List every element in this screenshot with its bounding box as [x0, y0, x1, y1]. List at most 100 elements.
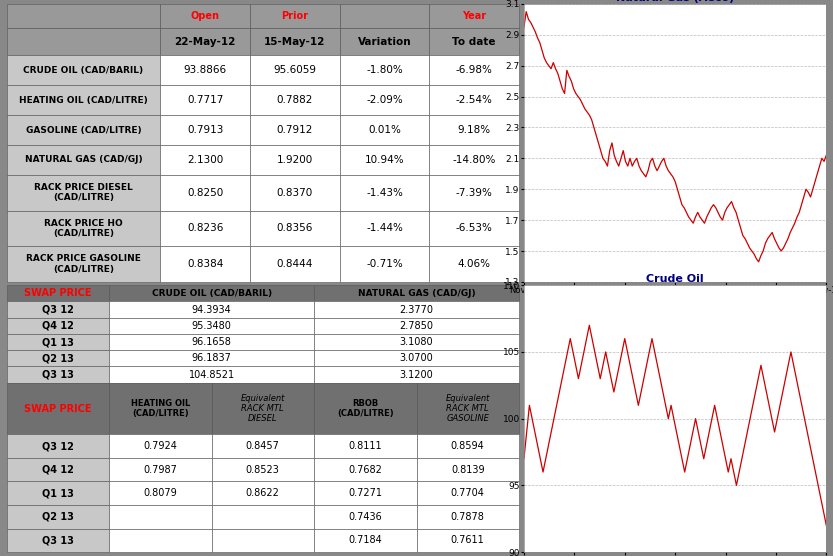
Text: 96.1658: 96.1658 — [192, 337, 232, 347]
Text: Q1 13: Q1 13 — [42, 337, 74, 347]
Bar — [7, 350, 109, 366]
Text: 0.8457: 0.8457 — [246, 441, 280, 451]
Title: Crude Oil: Crude Oil — [646, 275, 704, 285]
Text: Q3 12: Q3 12 — [42, 305, 74, 315]
Bar — [7, 434, 109, 458]
Text: -1.43%: -1.43% — [366, 188, 403, 198]
Text: 0.7987: 0.7987 — [143, 465, 177, 475]
Bar — [212, 458, 314, 481]
Bar — [7, 175, 160, 211]
Bar — [7, 55, 160, 85]
Bar — [314, 334, 519, 350]
Bar — [160, 4, 250, 28]
Text: Variation: Variation — [357, 37, 412, 47]
Text: Open: Open — [191, 11, 220, 21]
Bar — [250, 4, 340, 28]
Bar — [109, 458, 212, 481]
Text: RACK PRICE DIESEL
(CAD/LITRE): RACK PRICE DIESEL (CAD/LITRE) — [34, 183, 133, 202]
Text: 3.1080: 3.1080 — [400, 337, 433, 347]
Text: -7.39%: -7.39% — [456, 188, 492, 198]
Text: -1.44%: -1.44% — [366, 224, 403, 234]
Bar — [160, 211, 250, 246]
Bar — [250, 55, 340, 85]
Text: Year: Year — [462, 11, 486, 21]
Text: 0.7682: 0.7682 — [348, 465, 382, 475]
Bar — [7, 145, 160, 175]
Bar — [416, 383, 519, 434]
Text: 0.8622: 0.8622 — [246, 488, 280, 498]
Bar — [340, 115, 429, 145]
Text: 0.8111: 0.8111 — [348, 441, 382, 451]
Text: 3.0700: 3.0700 — [400, 353, 433, 363]
Text: 9.18%: 9.18% — [457, 125, 491, 135]
Text: Q3 13: Q3 13 — [42, 370, 74, 380]
Bar — [416, 458, 519, 481]
Text: 0.7271: 0.7271 — [348, 488, 382, 498]
Bar — [314, 317, 519, 334]
Text: Q3 13: Q3 13 — [42, 535, 74, 545]
Bar — [416, 529, 519, 552]
Bar — [250, 145, 340, 175]
Bar — [109, 529, 212, 552]
Bar — [7, 317, 109, 334]
Text: HEATING OIL (CAD/LITRE): HEATING OIL (CAD/LITRE) — [19, 96, 148, 105]
Bar — [429, 55, 519, 85]
Text: 0.8594: 0.8594 — [451, 441, 485, 451]
Bar — [340, 145, 429, 175]
Bar — [7, 211, 160, 246]
Bar — [7, 85, 160, 115]
Text: 10.94%: 10.94% — [365, 155, 404, 165]
Text: 94.3934: 94.3934 — [192, 305, 232, 315]
Text: To date: To date — [452, 37, 496, 47]
Text: 0.8370: 0.8370 — [277, 188, 313, 198]
Bar — [250, 246, 340, 282]
Bar — [429, 175, 519, 211]
Bar — [250, 175, 340, 211]
Bar — [109, 505, 212, 529]
Bar — [7, 115, 160, 145]
Bar — [109, 366, 314, 383]
Text: 2.7850: 2.7850 — [400, 321, 433, 331]
Text: 95.3480: 95.3480 — [192, 321, 232, 331]
Bar — [340, 28, 429, 55]
Bar — [212, 481, 314, 505]
Bar — [250, 115, 340, 145]
Text: Equivalent
RACK MTL
DIESEL: Equivalent RACK MTL DIESEL — [241, 394, 285, 424]
Bar — [416, 481, 519, 505]
Bar — [314, 458, 416, 481]
Text: Equivalent
RACK MTL
GASOLINE: Equivalent RACK MTL GASOLINE — [446, 394, 490, 424]
Text: GASOLINE (CAD/LITRE): GASOLINE (CAD/LITRE) — [26, 126, 142, 135]
Bar — [160, 145, 250, 175]
Text: SWAP PRICE: SWAP PRICE — [24, 289, 92, 299]
Text: CRUDE OIL (CAD/BARIL): CRUDE OIL (CAD/BARIL) — [23, 66, 143, 75]
Bar — [314, 481, 416, 505]
Text: 104.8521: 104.8521 — [188, 370, 235, 380]
Bar — [7, 246, 160, 282]
Text: Q2 13: Q2 13 — [42, 512, 74, 522]
Bar — [250, 28, 340, 55]
Text: HEATING OIL
(CAD/LITRE): HEATING OIL (CAD/LITRE) — [131, 399, 190, 418]
Text: 0.7912: 0.7912 — [277, 125, 313, 135]
Bar — [109, 285, 314, 301]
Bar — [429, 4, 519, 28]
Text: 0.7717: 0.7717 — [187, 95, 223, 105]
Text: 0.8444: 0.8444 — [277, 259, 313, 269]
Text: RBOB
(CAD/LITRE): RBOB (CAD/LITRE) — [337, 399, 393, 418]
Text: 4.06%: 4.06% — [457, 259, 491, 269]
Text: NATURAL GAS (CAD/GJ): NATURAL GAS (CAD/GJ) — [25, 156, 142, 165]
Text: 3.1200: 3.1200 — [400, 370, 433, 380]
Text: 0.8356: 0.8356 — [277, 224, 313, 234]
Text: 0.01%: 0.01% — [368, 125, 401, 135]
Bar — [160, 55, 250, 85]
Text: CRUDE OIL (CAD/BARIL): CRUDE OIL (CAD/BARIL) — [152, 289, 272, 298]
Text: -0.71%: -0.71% — [367, 259, 403, 269]
Bar — [7, 366, 109, 383]
Text: 0.8250: 0.8250 — [187, 188, 223, 198]
Text: -6.98%: -6.98% — [456, 65, 492, 75]
Bar — [340, 4, 429, 28]
Bar — [7, 529, 109, 552]
Bar — [7, 285, 109, 301]
Text: 2.3770: 2.3770 — [400, 305, 433, 315]
Text: Q2 13: Q2 13 — [42, 353, 74, 363]
Bar — [109, 350, 314, 366]
